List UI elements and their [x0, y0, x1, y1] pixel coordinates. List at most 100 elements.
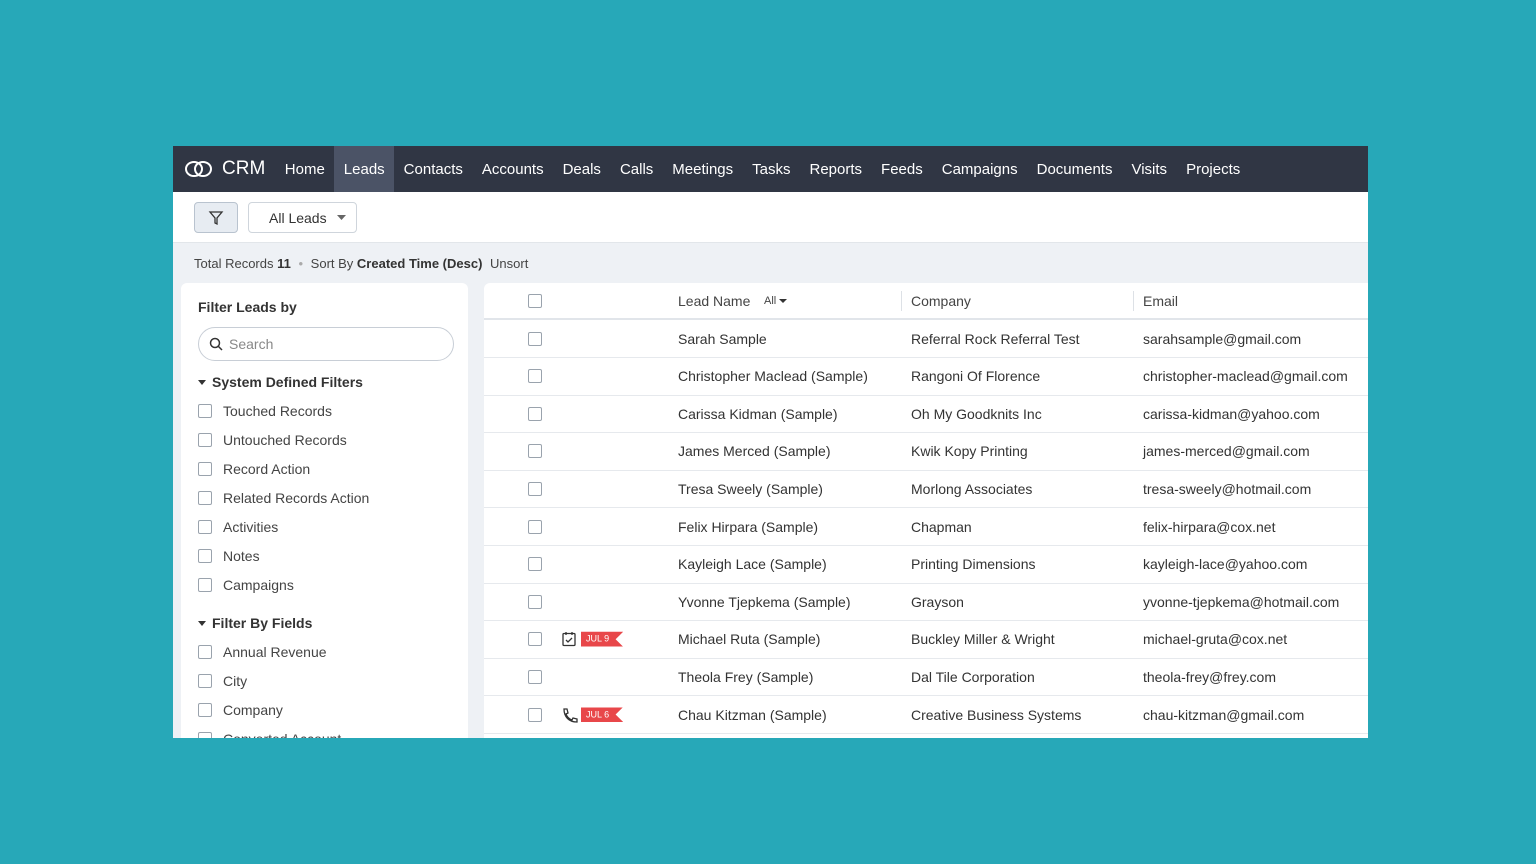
nav-item[interactable]: Home [284, 160, 325, 178]
view-dropdown[interactable]: All Leads [248, 202, 357, 233]
sort-label: Sort By [310, 256, 354, 271]
checkbox[interactable] [528, 331, 542, 346]
company: Creative Business Systems [911, 706, 1082, 723]
company: Rangoni Of Florence [911, 368, 1041, 385]
filter-item[interactable]: Annual Revenue [198, 644, 327, 660]
checkbox[interactable] [528, 707, 542, 722]
lead-name[interactable]: Kayleigh Lace (Sample) [678, 556, 827, 573]
search-placeholder: Search [229, 336, 274, 352]
checkbox[interactable] [198, 520, 212, 534]
checkbox[interactable] [528, 293, 542, 308]
checkbox[interactable] [528, 369, 542, 384]
unsort-link[interactable]: Unsort [490, 256, 529, 271]
brand[interactable]: CRM [173, 146, 275, 192]
checkbox[interactable] [198, 404, 212, 418]
table-header: Lead Name Company Email All [484, 283, 1368, 320]
activity-tag: JUL 9 [581, 631, 624, 647]
lead-name[interactable]: Theola Frey (Sample) [678, 668, 814, 685]
table-row[interactable]: Felix Hirpara (Sample) Chapman felix-hirpa… [484, 508, 1368, 546]
table-row[interactable]: JUL 6 Chau Kitzman (Sample) Creative Busin… [484, 696, 1368, 734]
filter-item[interactable]: Company [198, 702, 283, 718]
table-row[interactable]: Tresa Sweely (Sample) Morlong Associates t… [484, 470, 1368, 509]
table-row[interactable]: Christopher Maclead (Sample) Rangoni Of F… [484, 358, 1368, 396]
lead-name[interactable]: Carissa Kidman (Sample) [678, 405, 838, 422]
lead-name[interactable]: Christopher Maclead (Sample) [678, 368, 868, 385]
lead-name[interactable]: Tresa Sweely (Sample) [678, 480, 823, 497]
nav-item[interactable]: Feeds [881, 160, 923, 178]
company: Kwik Kopy Printing [911, 443, 1028, 460]
activity-icon [561, 631, 577, 647]
nav-item[interactable]: Reports [809, 160, 863, 178]
filter-item[interactable]: Related Records Action [198, 490, 369, 506]
column-header[interactable]: Company [911, 292, 971, 309]
checkbox[interactable] [528, 632, 542, 647]
filter-label: Company [223, 702, 283, 718]
lead-name[interactable]: James Merced (Sample) [678, 443, 831, 460]
filter-label: Activities [223, 519, 279, 535]
filter-group-title[interactable]: System Defined Filters [198, 374, 363, 390]
filter-item[interactable]: Record Action [198, 461, 310, 477]
checkbox[interactable] [528, 557, 542, 572]
checkbox[interactable] [198, 549, 212, 563]
checkbox[interactable] [198, 491, 212, 505]
checkbox[interactable] [198, 703, 212, 717]
nav-item[interactable]: Meetings [672, 160, 734, 178]
lead-name[interactable]: Sarah Sample [678, 330, 767, 347]
nav-item[interactable]: Campaigns [941, 160, 1018, 178]
filter-title: Filter Leads by [198, 299, 297, 315]
filter-panel: Filter Leads by Search System Defined Fi… [181, 283, 468, 738]
checkbox[interactable] [198, 645, 212, 659]
checkbox[interactable] [198, 732, 212, 738]
email: carissa-kidman@yahoo.com [1143, 405, 1320, 422]
checkbox[interactable] [198, 462, 212, 476]
company: Dal Tile Corporation [911, 668, 1035, 685]
table-row[interactable]: Kayleigh Lace (Sample) Printing Dimension… [484, 546, 1368, 584]
table-row[interactable]: Yvonne Tjepkema (Sample) Grayson yvonne-tj… [484, 583, 1368, 622]
company: Oh My Goodknits Inc [911, 405, 1042, 422]
nav-item[interactable]: Documents [1036, 160, 1113, 178]
nav-item[interactable]: Projects [1186, 160, 1241, 178]
filter-item[interactable]: Touched Records [198, 403, 332, 419]
lead-name[interactable]: Chau Kitzman (Sample) [678, 706, 827, 723]
nav-item[interactable]: Leads [334, 146, 395, 192]
table-row[interactable]: JUL 9 Michael Ruta (Sample) Buckley Miller… [484, 621, 1368, 659]
filter-label: City [223, 673, 248, 689]
checkbox[interactable] [528, 444, 542, 459]
checkbox[interactable] [528, 594, 542, 609]
nav-item[interactable]: Calls [619, 160, 654, 178]
filter-item[interactable]: Campaigns [198, 577, 294, 593]
nav-item[interactable]: Accounts [481, 160, 544, 178]
checkbox[interactable] [198, 578, 212, 592]
filter-group-title[interactable]: Filter By Fields [198, 615, 312, 631]
column-header[interactable]: Lead Name [678, 292, 751, 309]
column-header[interactable]: Email [1143, 292, 1179, 309]
filter-item[interactable]: City [198, 673, 247, 689]
email: sarahsample@gmail.com [1143, 330, 1302, 347]
checkbox[interactable] [528, 519, 542, 534]
checkbox[interactable] [198, 433, 212, 447]
checkbox[interactable] [528, 481, 542, 496]
email: chau-kitzman@gmail.com [1143, 706, 1305, 723]
filter-search[interactable]: Search [198, 327, 454, 361]
lead-name[interactable]: Felix Hirpara (Sample) [678, 518, 819, 535]
filter-button[interactable] [194, 202, 238, 233]
table-row[interactable]: Theola Frey (Sample) Dal Tile Corporation… [484, 658, 1368, 697]
table-row[interactable]: James Merced (Sample) Kwik Kopy Printing j… [484, 433, 1368, 471]
filter-item[interactable]: Notes [198, 548, 260, 564]
lead-name[interactable]: Michael Ruta (Sample) [678, 631, 821, 648]
table-row[interactable]: Sarah Sample Referral Rock Referral Test s… [484, 320, 1368, 358]
checkbox[interactable] [528, 406, 542, 421]
lead-filter[interactable]: All [764, 295, 788, 307]
checkbox[interactable] [198, 674, 212, 688]
nav-item[interactable]: Tasks [752, 160, 791, 178]
filter-item[interactable]: Converted Account [198, 731, 341, 738]
filter-item[interactable]: Activities [198, 519, 278, 535]
checkbox[interactable] [528, 669, 542, 684]
nav-item[interactable]: Deals [562, 160, 601, 178]
filter-item[interactable]: Untouched Records [198, 432, 347, 448]
table-row[interactable]: Carissa Kidman (Sample) Oh My Goodknits I… [484, 395, 1368, 434]
nav-item[interactable]: Visits [1131, 160, 1168, 178]
nav-item[interactable]: Contacts [403, 160, 463, 178]
lead-name[interactable]: Yvonne Tjepkema (Sample) [678, 593, 851, 610]
